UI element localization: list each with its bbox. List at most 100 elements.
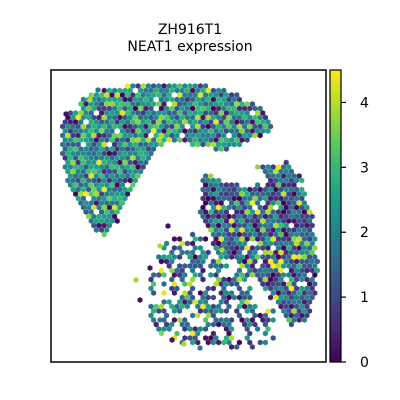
expression-spot	[286, 218, 292, 224]
expression-spot	[80, 150, 86, 157]
expression-spot	[171, 272, 177, 278]
expression-spot	[158, 123, 164, 130]
expression-spot	[223, 317, 229, 323]
expression-spot	[213, 110, 219, 116]
expression-spot	[93, 200, 99, 206]
expression-spot	[237, 257, 243, 263]
expression-spot	[307, 299, 313, 305]
expression-spot	[288, 213, 294, 220]
expression-spot	[223, 335, 229, 341]
expression-spot	[161, 119, 167, 125]
expression-spot	[270, 182, 276, 188]
expression-spot	[216, 222, 222, 229]
expression-spot	[192, 254, 198, 260]
expression-spot	[270, 218, 276, 224]
expression-spot	[67, 173, 73, 179]
expression-spot	[244, 335, 250, 341]
expression-spot	[130, 128, 136, 134]
expression-spot	[169, 285, 175, 292]
expression-spot	[283, 213, 289, 220]
expression-spot	[182, 272, 188, 278]
expression-spot	[208, 191, 214, 197]
expression-spot	[132, 96, 138, 103]
expression-spot	[62, 155, 68, 161]
expression-spot	[192, 128, 198, 134]
expression-spot	[309, 285, 315, 292]
expression-spot	[218, 119, 224, 125]
expression-spot	[260, 191, 266, 197]
expression-spot	[125, 155, 131, 161]
expression-spot	[210, 312, 216, 319]
expression-spot	[270, 317, 276, 323]
expression-spot	[236, 249, 242, 256]
expression-spot	[257, 114, 263, 121]
expression-spot	[236, 105, 242, 112]
expression-spot	[291, 209, 297, 215]
expression-spot	[117, 177, 123, 184]
expression-spot	[88, 164, 94, 170]
expression-spot	[96, 222, 102, 229]
expression-spot	[138, 132, 144, 139]
expression-spot	[112, 114, 118, 121]
expression-spot	[158, 258, 164, 265]
expression-spot	[236, 114, 242, 121]
expression-spot	[281, 218, 287, 224]
expression-spot	[278, 231, 284, 238]
expression-spot	[187, 92, 193, 98]
expression-spot	[190, 312, 196, 319]
expression-spot	[226, 321, 232, 328]
expression-spot	[216, 240, 222, 247]
expression-spot	[294, 258, 300, 265]
expression-spot	[210, 339, 216, 346]
expression-spot	[260, 245, 266, 251]
expression-spot	[106, 168, 112, 175]
expression-spot	[67, 155, 73, 161]
expression-spot	[203, 218, 209, 224]
expression-spot	[309, 276, 315, 283]
expression-spot	[216, 141, 222, 148]
expression-spot	[132, 132, 138, 139]
expression-spot	[132, 105, 138, 112]
expression-spot	[218, 218, 224, 224]
spot-layer	[60, 83, 320, 351]
expression-spot	[99, 218, 105, 224]
expression-spot	[294, 240, 300, 247]
colorbar	[329, 69, 342, 363]
expression-spot	[291, 191, 297, 197]
expression-spot	[130, 119, 136, 125]
expression-spot	[205, 96, 211, 103]
expression-spot	[286, 173, 292, 179]
expression-spot	[83, 101, 89, 107]
expression-spot	[262, 222, 268, 229]
expression-spot	[226, 105, 232, 112]
expression-spot	[273, 186, 279, 193]
expression-spot	[145, 146, 151, 152]
expression-spot	[83, 146, 89, 152]
expression-spot	[236, 96, 242, 103]
expression-spot	[234, 101, 240, 107]
expression-spot	[234, 227, 240, 233]
expression-spot	[286, 317, 292, 323]
expression-spot	[184, 132, 190, 139]
expression-spot	[294, 231, 300, 238]
expression-spot	[99, 128, 105, 134]
expression-spot	[179, 276, 185, 283]
expression-spot	[270, 281, 276, 287]
expression-spot	[96, 195, 102, 202]
expression-spot	[138, 141, 144, 148]
expression-spot	[249, 254, 255, 260]
expression-spot	[109, 110, 115, 116]
expression-spot	[301, 263, 307, 269]
expression-spot	[216, 186, 222, 193]
expression-spot	[312, 263, 318, 269]
expression-spot	[106, 105, 112, 112]
expression-spot	[291, 308, 297, 314]
expression-spot	[203, 182, 209, 188]
expression-spot	[255, 119, 261, 125]
expression-spot	[281, 308, 287, 314]
expression-spot	[197, 83, 203, 89]
expression-spot	[270, 236, 276, 242]
expression-spot	[275, 191, 281, 197]
expression-spot	[192, 236, 198, 242]
expression-spot	[190, 330, 196, 337]
